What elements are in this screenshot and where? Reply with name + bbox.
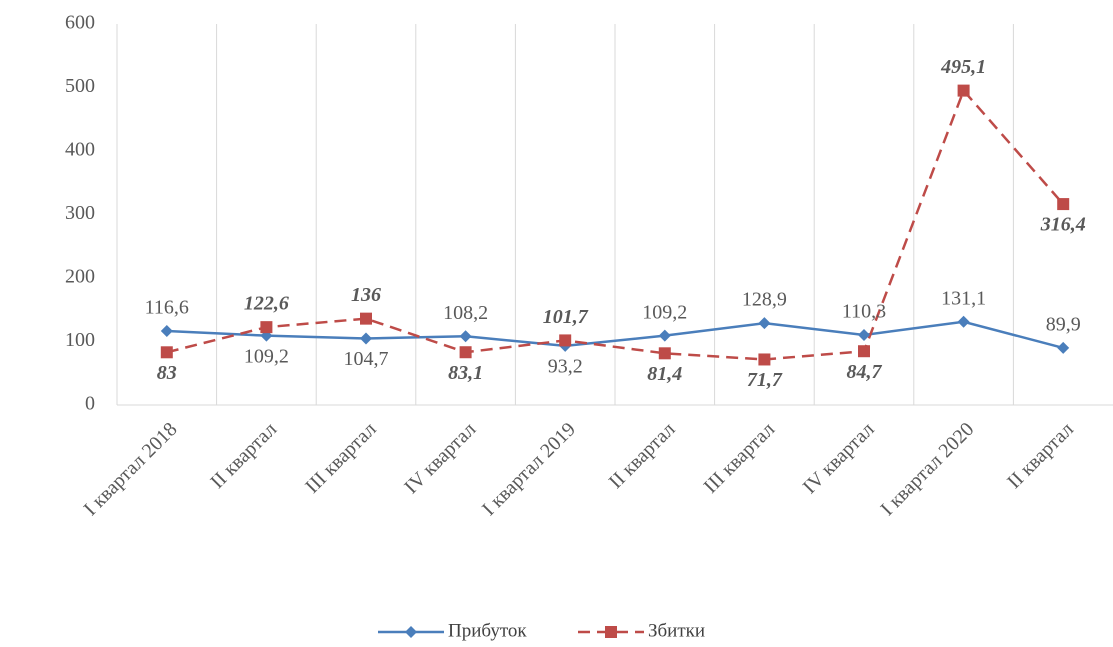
marker — [957, 84, 970, 97]
marker — [459, 346, 472, 359]
x-tick-label: I квартал 2019 — [478, 418, 580, 520]
y-tick-label: 500 — [65, 75, 95, 97]
data-label: 101,7 — [543, 306, 589, 328]
data-label: 104,7 — [344, 348, 389, 370]
x-tick-label: II квартал — [1003, 418, 1078, 493]
data-label: 108,2 — [443, 302, 488, 324]
y-tick-label: 600 — [65, 12, 95, 34]
x-tick-label: II квартал — [206, 418, 281, 493]
marker — [758, 317, 771, 330]
marker — [160, 346, 173, 359]
data-label: 316,4 — [1040, 214, 1086, 236]
data-label: 83,1 — [448, 362, 483, 384]
legend-label: Прибуток — [448, 620, 527, 641]
marker — [360, 332, 372, 345]
marker — [858, 328, 870, 341]
data-label: 131,1 — [941, 287, 986, 309]
data-label: 83 — [157, 362, 177, 384]
marker — [957, 315, 970, 328]
series-line — [166, 88, 1065, 361]
x-tick-label: III квартал — [301, 418, 381, 498]
data-label: 109,2 — [642, 301, 687, 323]
data-label: 116,6 — [145, 297, 189, 319]
data-label: 93,2 — [548, 355, 583, 377]
y-tick-label: 400 — [65, 139, 95, 161]
data-label: 81,4 — [647, 363, 682, 385]
marker — [1057, 341, 1070, 354]
marker — [559, 334, 572, 347]
marker — [160, 324, 173, 337]
y-tick-label: 300 — [65, 202, 95, 224]
x-tick-label: II квартал — [605, 418, 680, 493]
legend-marker — [405, 626, 417, 638]
x-tick-label: III квартал — [700, 418, 780, 498]
series-line — [166, 320, 1064, 350]
data-label: 136 — [351, 284, 381, 306]
y-tick-label: 0 — [85, 393, 95, 415]
x-tick-label: IV квартал — [799, 418, 879, 498]
data-label: 122,6 — [244, 293, 289, 315]
x-tick-label: I квартал 2020 — [876, 418, 978, 520]
marker — [360, 312, 372, 325]
data-label: 84,7 — [847, 361, 883, 383]
data-label: 89,9 — [1046, 314, 1081, 336]
marker — [260, 321, 273, 334]
data-label: 110,3 — [842, 301, 886, 323]
legend-marker — [605, 626, 617, 638]
marker — [1057, 198, 1070, 211]
x-tick-label: I квартал 2018 — [80, 418, 182, 520]
y-tick-label: 100 — [65, 329, 95, 351]
data-label: 495,1 — [940, 56, 986, 78]
data-label: 71,7 — [747, 369, 783, 391]
legend-label: Збитки — [648, 620, 705, 641]
marker — [758, 353, 771, 366]
marker — [459, 330, 472, 343]
marker — [658, 347, 671, 360]
data-label: 128,9 — [742, 289, 787, 311]
x-tick-label: IV квартал — [400, 418, 480, 498]
data-label: 109,2 — [244, 345, 289, 367]
marker — [658, 329, 671, 342]
y-tick-label: 200 — [65, 266, 95, 288]
marker — [858, 345, 870, 358]
